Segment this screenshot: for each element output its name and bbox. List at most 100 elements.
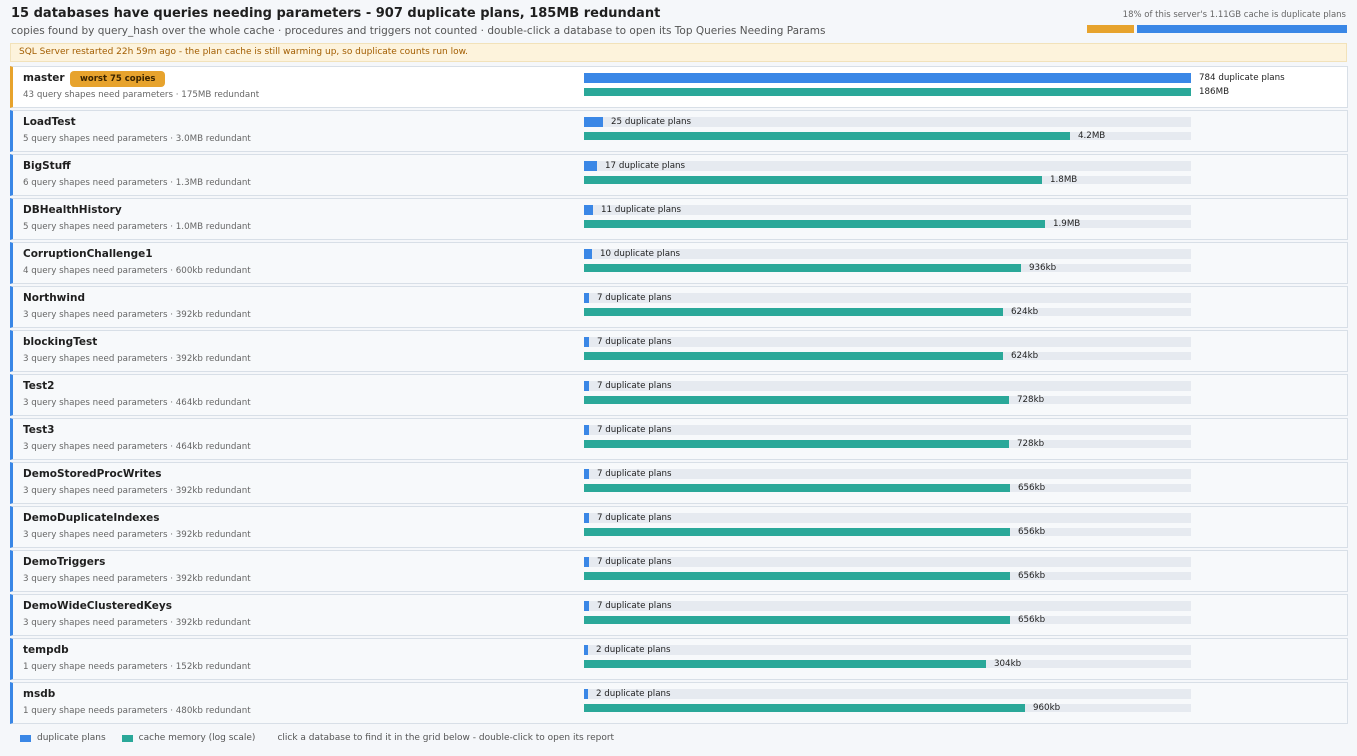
database-row[interactable]: blockingTest 3 query shapes need paramete…	[10, 330, 1348, 372]
legend-label-memory: cache memory (log scale)	[138, 733, 256, 743]
database-row[interactable]: Test2 3 query shapes need parameters · 46…	[10, 374, 1348, 416]
plans-bar-label: 7 duplicate plans	[597, 601, 672, 611]
database-row[interactable]: master worst 75 copies 43 query shapes nee…	[10, 66, 1348, 108]
memory-bar-track: 728kb	[584, 439, 1191, 449]
database-row[interactable]: DemoTriggers 3 query shapes need paramete…	[10, 550, 1348, 592]
database-name: DemoStoredProcWrites	[23, 468, 162, 480]
memory-bar-label: 656kb	[1018, 571, 1046, 581]
database-name: DemoDuplicateIndexes	[23, 512, 160, 524]
page-title: 15 databases have queries needing parame…	[11, 6, 661, 21]
database-row[interactable]: DBHealthHistory 5 query shapes need param…	[10, 198, 1348, 240]
warmup-banner: SQL Server restarted 22h 59m ago - the p…	[10, 43, 1347, 62]
plans-bar-label: 2 duplicate plans	[596, 689, 671, 699]
database-name: Northwind	[23, 292, 85, 304]
database-name: msdb	[23, 688, 56, 700]
cache-duplicate-segment	[1087, 25, 1134, 33]
plans-bar-label: 17 duplicate plans	[605, 161, 686, 171]
plans-bar-track: 7 duplicate plans	[584, 381, 1191, 391]
plans-bar-label: 7 duplicate plans	[597, 425, 672, 435]
database-detail: 3 query shapes need parameters · 464kb r…	[23, 398, 251, 408]
plans-bar-label: 784 duplicate plans	[1199, 73, 1285, 83]
database-detail: 6 query shapes need parameters · 1.3MB r…	[23, 178, 251, 188]
database-name: DemoTriggers	[23, 556, 106, 568]
database-detail: 3 query shapes need parameters · 392kb r…	[23, 618, 251, 628]
plans-bar-fill	[584, 381, 589, 391]
memory-bar-label: 4.2MB	[1078, 131, 1106, 141]
plans-bar-fill	[584, 601, 589, 611]
database-detail: 1 query shape needs parameters · 480kb r…	[23, 706, 251, 716]
memory-bar-label: 960kb	[1033, 703, 1061, 713]
memory-bar-track: 656kb	[584, 483, 1191, 493]
database-name: LoadTest	[23, 116, 76, 128]
plans-bar-fill	[584, 425, 589, 435]
database-detail: 43 query shapes need parameters · 175MB …	[23, 90, 260, 100]
memory-bar-label: 1.8MB	[1050, 175, 1078, 185]
plans-bar-track: 17 duplicate plans	[584, 161, 1191, 171]
database-row[interactable]: DemoWideClusteredKeys 3 query shapes need…	[10, 594, 1348, 636]
memory-bar-label: 1.9MB	[1053, 219, 1081, 229]
database-name: blockingTest	[23, 336, 98, 348]
database-row[interactable]: Test3 3 query shapes need parameters · 46…	[10, 418, 1348, 460]
plans-bar-label: 10 duplicate plans	[600, 249, 681, 259]
cache-summary-bar	[1087, 25, 1347, 33]
database-row[interactable]: LoadTest 5 query shapes need parameters ·…	[10, 110, 1348, 152]
memory-bar-fill	[584, 484, 1010, 492]
plans-bar-fill	[584, 337, 589, 347]
cache-remaining-segment	[1137, 25, 1347, 33]
cache-summary-label: 18% of this server's 1.11GB cache is dup…	[1122, 10, 1346, 20]
plans-bar-track: 7 duplicate plans	[584, 469, 1191, 479]
memory-bar-label: 656kb	[1018, 483, 1046, 493]
plans-bar-track: 7 duplicate plans	[584, 337, 1191, 347]
memory-bar-track: 1.8MB	[584, 175, 1191, 185]
plans-bar-track: 7 duplicate plans	[584, 601, 1191, 611]
memory-bar-track: 4.2MB	[584, 131, 1191, 141]
database-row[interactable]: msdb 1 query shape needs parameters · 480…	[10, 682, 1348, 724]
memory-bar-label: 656kb	[1018, 527, 1046, 537]
database-row[interactable]: Northwind 3 query shapes need parameters …	[10, 286, 1348, 328]
database-detail: 3 query shapes need parameters · 464kb r…	[23, 442, 251, 452]
memory-bar-fill	[584, 176, 1042, 184]
database-name: CorruptionChallenge1	[23, 248, 153, 260]
memory-bar-track: 960kb	[584, 703, 1191, 713]
memory-bar-label: 728kb	[1017, 439, 1045, 449]
plans-bar-track: 2 duplicate plans	[584, 689, 1191, 699]
memory-bar-label: 728kb	[1017, 395, 1045, 405]
database-name: DemoWideClusteredKeys	[23, 600, 172, 612]
plans-bar-track: 2 duplicate plans	[584, 645, 1191, 655]
database-detail: 5 query shapes need parameters · 3.0MB r…	[23, 134, 251, 144]
plans-bar-track: 7 duplicate plans	[584, 513, 1191, 523]
plans-bar-fill	[584, 117, 603, 127]
memory-bar-fill	[584, 352, 1003, 360]
memory-bar-fill	[584, 396, 1009, 404]
legend-item-plans: duplicate plans	[20, 733, 106, 743]
plans-bar-track: 7 duplicate plans	[584, 425, 1191, 435]
database-row[interactable]: CorruptionChallenge1 4 query shapes need …	[10, 242, 1348, 284]
plans-bar-fill	[584, 469, 589, 479]
memory-bar-fill	[584, 308, 1003, 316]
database-name: BigStuff	[23, 160, 71, 172]
database-row[interactable]: BigStuff 6 query shapes need parameters ·…	[10, 154, 1348, 196]
legend-item-memory: cache memory (log scale)	[121, 733, 256, 743]
plans-bar-label: 7 duplicate plans	[597, 557, 672, 567]
memory-bar-track: 186MB	[584, 87, 1229, 97]
database-row[interactable]: DemoDuplicateIndexes 3 query shapes need …	[10, 506, 1348, 548]
legend-swatch-memory	[121, 734, 133, 742]
plans-bar-label: 7 duplicate plans	[597, 337, 672, 347]
database-detail: 3 query shapes need parameters · 392kb r…	[23, 354, 251, 364]
database-row[interactable]: DemoStoredProcWrites 3 query shapes need …	[10, 462, 1348, 504]
plans-bar-label: 7 duplicate plans	[597, 381, 672, 391]
database-detail: 3 query shapes need parameters · 392kb r…	[23, 486, 251, 496]
memory-bar-label: 624kb	[1011, 351, 1039, 361]
memory-bar-fill	[584, 220, 1045, 228]
legend-hint: click a database to find it in the grid …	[277, 733, 615, 743]
database-detail: 3 query shapes need parameters · 392kb r…	[23, 530, 251, 540]
memory-bar-label: 304kb	[994, 659, 1022, 669]
database-detail: 1 query shape needs parameters · 152kb r…	[23, 662, 251, 672]
memory-bar-fill	[584, 132, 1070, 140]
plans-bar-fill	[584, 689, 588, 699]
database-row[interactable]: tempdb 1 query shape needs parameters · 1…	[10, 638, 1348, 680]
plans-bar-track: 7 duplicate plans	[584, 557, 1191, 567]
plans-bar-label: 2 duplicate plans	[596, 645, 671, 655]
plans-bar-track: 11 duplicate plans	[584, 205, 1191, 215]
database-detail: 3 query shapes need parameters · 392kb r…	[23, 310, 251, 320]
